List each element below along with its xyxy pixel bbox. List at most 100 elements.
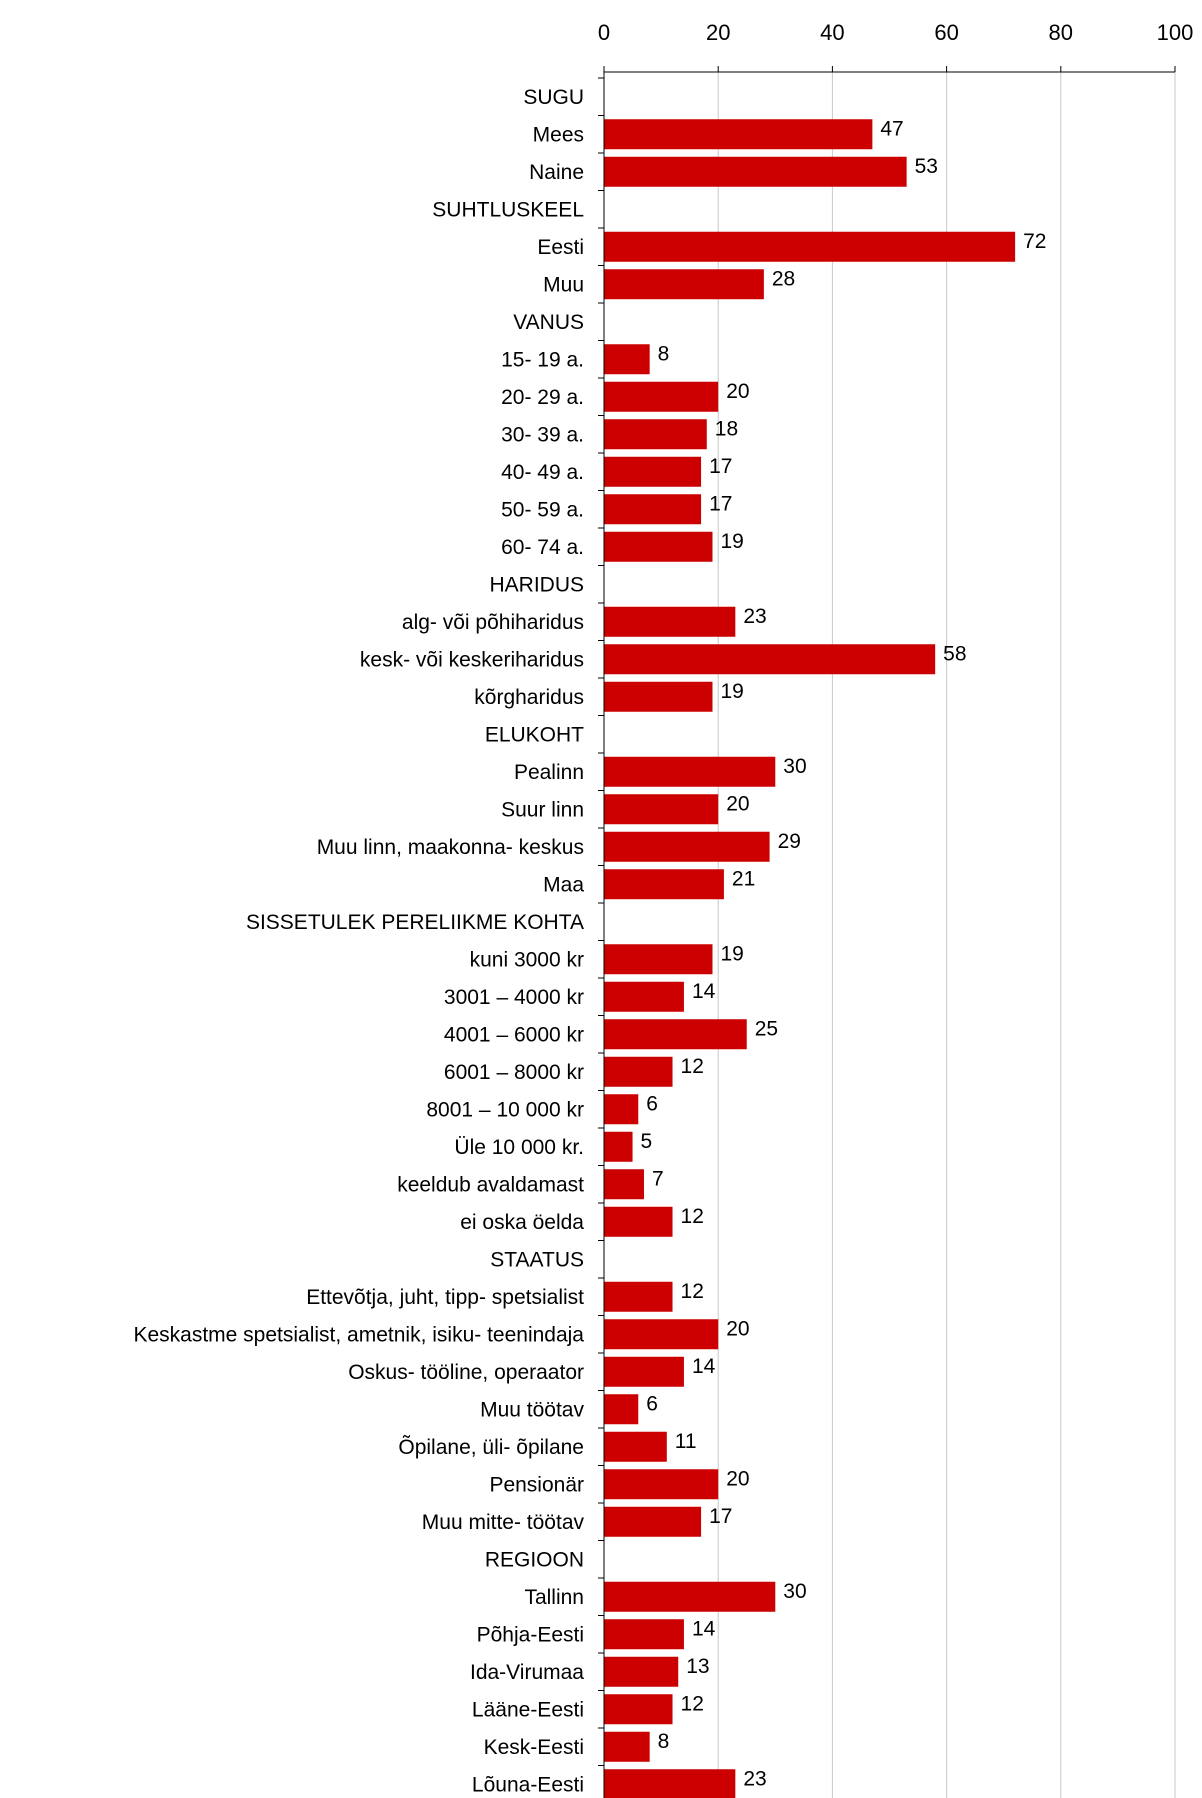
category-label: 4001 – 6000 kr xyxy=(444,1023,584,1046)
group-heading-label: SUGU xyxy=(523,86,584,109)
data-label: 28 xyxy=(772,267,795,290)
category-label: 60- 74 a. xyxy=(501,536,584,559)
data-label: 14 xyxy=(692,980,716,1003)
bar xyxy=(604,1619,684,1650)
bar xyxy=(604,381,719,412)
data-label: 12 xyxy=(681,1280,704,1303)
data-label: 25 xyxy=(755,1017,778,1040)
data-label: 17 xyxy=(709,1505,732,1528)
group-heading-label: HARIDUS xyxy=(489,573,584,596)
data-label: 11 xyxy=(675,1430,697,1453)
group-heading-label: REGIOON xyxy=(485,1548,584,1571)
data-label: 19 xyxy=(720,680,743,703)
bar xyxy=(604,494,702,525)
category-label: Oskus- tööline, operaator xyxy=(348,1361,584,1384)
category-label: 8001 – 10 000 kr xyxy=(426,1098,584,1121)
bar xyxy=(604,531,713,562)
bar xyxy=(604,1169,644,1200)
data-label: 20 xyxy=(726,792,749,815)
data-label: 29 xyxy=(778,830,801,853)
data-label: 17 xyxy=(709,455,732,478)
category-label: Üle 10 000 kr. xyxy=(454,1136,584,1159)
data-label: 72 xyxy=(1023,230,1046,253)
data-label: 20 xyxy=(726,1467,749,1490)
bar xyxy=(604,1206,673,1237)
bar xyxy=(604,344,650,375)
category-label: Maa xyxy=(543,873,584,896)
bar xyxy=(604,1656,679,1687)
bars xyxy=(604,119,1016,1798)
bar xyxy=(604,681,713,712)
bar xyxy=(604,1431,667,1462)
category-label: Muu töötav xyxy=(480,1398,584,1421)
data-label: 12 xyxy=(681,1692,704,1715)
bar xyxy=(604,1356,684,1387)
data-label: 13 xyxy=(686,1655,709,1678)
category-label: kõrgharidus xyxy=(474,686,584,709)
grid-layer xyxy=(717,72,1176,1798)
value-labels: 4753722882018171719235819302029211914251… xyxy=(641,117,1047,1790)
data-label: 23 xyxy=(743,605,766,628)
bar xyxy=(604,1094,639,1125)
category-label: Ida-Virumaa xyxy=(470,1661,584,1684)
data-label: 58 xyxy=(943,642,966,665)
bar xyxy=(604,644,936,675)
category-label: Tallinn xyxy=(524,1586,584,1609)
data-label: 7 xyxy=(652,1167,664,1190)
x-tick-label-80: 80 xyxy=(1049,20,1073,45)
category-label: 3001 – 4000 kr xyxy=(444,986,584,1009)
bar xyxy=(604,156,907,187)
data-label: 20 xyxy=(726,1317,749,1340)
category-label: Ettevõtja, juht, tipp- spetsialist xyxy=(306,1286,584,1309)
data-label: 12 xyxy=(681,1055,704,1078)
group-heading-label: VANUS xyxy=(513,311,584,334)
group-heading-label: ELUKOHT xyxy=(485,723,584,746)
data-label: 14 xyxy=(692,1617,716,1640)
bar xyxy=(604,1581,776,1612)
category-labels: SUGU Mees Naine SUHTLUSKEEL Eesti Muu VANUS 15-… xyxy=(133,86,584,1797)
bar xyxy=(604,1469,719,1500)
category-label: keeldub avaldamast xyxy=(397,1173,584,1196)
data-label: 18 xyxy=(715,417,738,440)
group-heading-label: STAATUS xyxy=(490,1248,584,1271)
data-label: 20 xyxy=(726,380,749,403)
bar xyxy=(604,1281,673,1312)
data-label: 23 xyxy=(743,1767,766,1790)
bar xyxy=(604,1019,747,1050)
bar xyxy=(604,981,684,1012)
x-tick-label-0: 0 xyxy=(598,20,610,45)
data-label: 53 xyxy=(915,155,938,178)
bar xyxy=(604,1506,702,1537)
bar xyxy=(604,419,707,450)
data-label: 14 xyxy=(692,1355,716,1378)
data-label: 8 xyxy=(658,342,670,365)
data-label: 47 xyxy=(880,117,903,140)
bar xyxy=(604,944,713,975)
category-label: Pensionär xyxy=(489,1473,584,1496)
data-label: 30 xyxy=(783,755,806,778)
bar xyxy=(604,1131,633,1162)
bar xyxy=(604,831,770,862)
bar xyxy=(604,1319,719,1350)
category-label: Eesti xyxy=(537,236,584,259)
category-label: Kesk-Eesti xyxy=(484,1736,584,1759)
bar xyxy=(604,794,719,825)
category-label: kuni 3000 kr xyxy=(470,948,584,971)
group-heading-label: SISSETULEK PERELIIKME KOHTA xyxy=(246,911,584,934)
bar xyxy=(604,119,873,150)
data-label: 6 xyxy=(646,1392,658,1415)
data-label: 19 xyxy=(720,530,743,553)
category-label: 20- 29 a. xyxy=(501,386,584,409)
category-label: Suur linn xyxy=(501,798,584,821)
bar xyxy=(604,1056,673,1087)
category-label: 50- 59 a. xyxy=(501,498,584,521)
category-label: 30- 39 a. xyxy=(501,423,584,446)
category-label: 6001 – 8000 kr xyxy=(444,1061,584,1084)
bar xyxy=(604,231,1016,262)
bar xyxy=(604,1731,650,1762)
category-label: Keskastme spetsialist, ametnik, isiku- t… xyxy=(133,1323,584,1346)
group-heading-label: SUHTLUSKEEL xyxy=(432,198,584,221)
data-label: 12 xyxy=(681,1205,704,1228)
